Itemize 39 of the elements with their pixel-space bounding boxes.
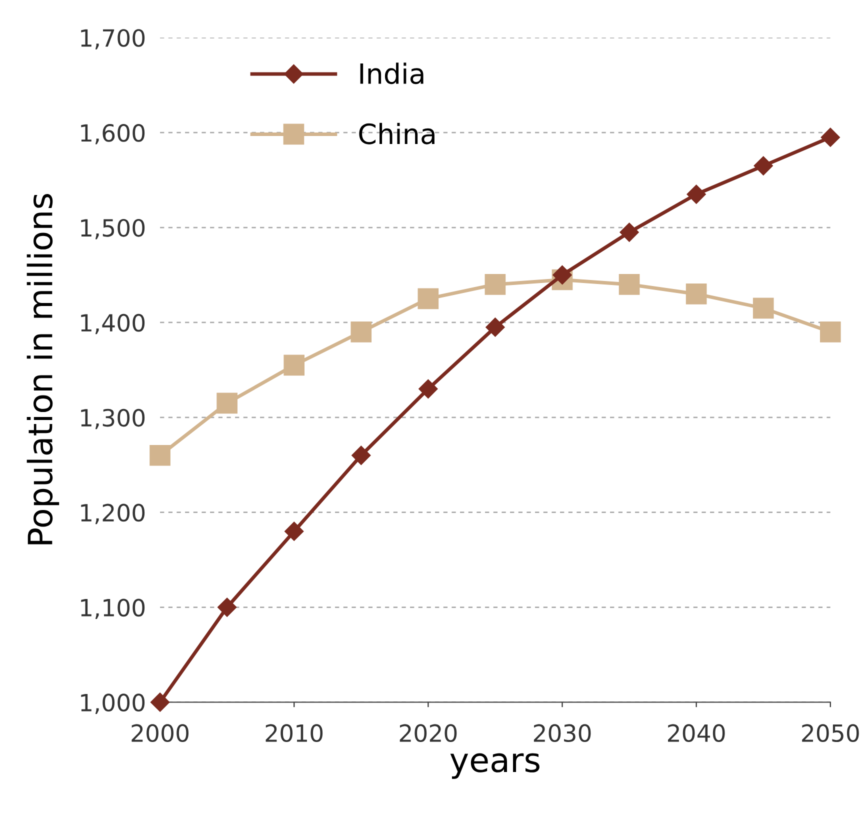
point xyxy=(150,444,170,466)
y-tick-label: 1,500 xyxy=(81,218,145,240)
point xyxy=(686,284,707,304)
y-tick-label: 1,100 xyxy=(81,598,145,620)
point xyxy=(284,522,304,541)
legend-label: China xyxy=(359,122,434,144)
point xyxy=(820,322,841,342)
y-tick-label: 1,700 xyxy=(81,29,145,50)
x-tick-label: 2040 xyxy=(668,724,725,742)
y-tick-label: 1,000 xyxy=(81,694,145,714)
point xyxy=(150,692,170,712)
x-tick-label: 2010 xyxy=(266,724,323,742)
point xyxy=(218,598,237,617)
x-tick-label: 2050 xyxy=(802,724,859,742)
x-axis-title: years xyxy=(450,753,540,779)
point xyxy=(484,274,506,295)
y-tick-label: 1,400 xyxy=(81,314,145,334)
point xyxy=(352,446,371,465)
point xyxy=(618,274,640,295)
y-axis-title: Population in millions xyxy=(26,194,60,544)
point xyxy=(620,222,639,242)
point xyxy=(486,318,505,337)
point xyxy=(418,379,438,398)
point xyxy=(284,354,305,376)
point xyxy=(686,184,706,204)
x-tick-label: 2000 xyxy=(132,724,188,742)
y-tick-label: 1,200 xyxy=(81,504,145,524)
point xyxy=(350,322,372,342)
point xyxy=(552,265,572,285)
point xyxy=(820,128,840,147)
y-tick-label: 1,300 xyxy=(81,408,145,430)
point xyxy=(754,156,773,176)
point xyxy=(216,392,238,414)
x-tick-label: 2020 xyxy=(400,724,457,742)
point xyxy=(418,288,439,310)
x-tick-label: 2030 xyxy=(534,724,591,742)
point xyxy=(752,298,774,319)
y-tick-label: 1,600 xyxy=(81,124,145,144)
legend-label: India xyxy=(360,62,424,84)
